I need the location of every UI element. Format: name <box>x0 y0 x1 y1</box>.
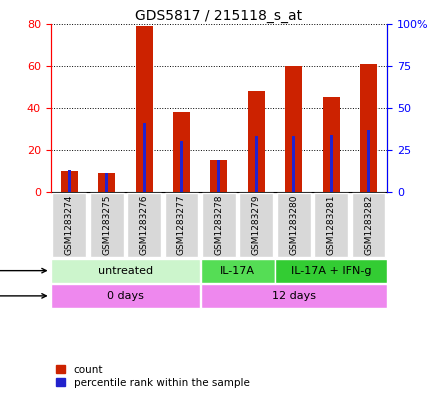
Bar <box>98 173 115 192</box>
Text: GSM1283280: GSM1283280 <box>289 195 298 255</box>
FancyBboxPatch shape <box>90 193 124 257</box>
Text: GSM1283279: GSM1283279 <box>252 195 261 255</box>
Bar <box>105 173 108 192</box>
Bar <box>68 170 71 192</box>
Bar <box>248 91 265 192</box>
Text: 0 days: 0 days <box>107 291 144 301</box>
Text: untreated: untreated <box>98 266 153 275</box>
Legend: count, percentile rank within the sample: count, percentile rank within the sample <box>56 365 249 388</box>
Text: GSM1283281: GSM1283281 <box>326 195 336 255</box>
Text: GSM1283274: GSM1283274 <box>65 195 74 255</box>
Bar <box>180 141 183 192</box>
Bar <box>136 26 153 192</box>
Text: IL-17A: IL-17A <box>220 266 255 275</box>
Bar <box>285 66 302 192</box>
Text: GSM1283282: GSM1283282 <box>364 195 373 255</box>
Bar <box>367 130 370 192</box>
FancyBboxPatch shape <box>201 259 275 283</box>
FancyBboxPatch shape <box>51 259 200 283</box>
Bar <box>360 64 377 192</box>
FancyBboxPatch shape <box>202 193 236 257</box>
Text: IL-17A + IFN-g: IL-17A + IFN-g <box>291 266 371 275</box>
Text: GSM1283276: GSM1283276 <box>139 195 149 255</box>
Bar <box>330 135 333 192</box>
FancyBboxPatch shape <box>275 259 387 283</box>
Bar <box>143 123 146 192</box>
Bar <box>323 97 340 192</box>
Text: 12 days: 12 days <box>271 291 315 301</box>
FancyBboxPatch shape <box>51 284 200 308</box>
FancyBboxPatch shape <box>165 193 198 257</box>
Text: GSM1283277: GSM1283277 <box>177 195 186 255</box>
FancyBboxPatch shape <box>201 284 387 308</box>
Title: GDS5817 / 215118_s_at: GDS5817 / 215118_s_at <box>136 9 302 22</box>
Bar <box>255 136 258 192</box>
FancyBboxPatch shape <box>239 193 273 257</box>
Bar <box>292 136 295 192</box>
Bar <box>173 112 190 192</box>
FancyBboxPatch shape <box>314 193 348 257</box>
Text: GSM1283275: GSM1283275 <box>102 195 111 255</box>
Bar <box>210 160 227 192</box>
Bar <box>61 171 78 192</box>
FancyBboxPatch shape <box>52 193 86 257</box>
FancyBboxPatch shape <box>277 193 311 257</box>
Bar <box>217 160 220 192</box>
FancyBboxPatch shape <box>352 193 385 257</box>
FancyBboxPatch shape <box>127 193 161 257</box>
Text: protocol: protocol <box>0 266 46 275</box>
Text: time: time <box>0 291 46 301</box>
Text: GSM1283278: GSM1283278 <box>214 195 224 255</box>
